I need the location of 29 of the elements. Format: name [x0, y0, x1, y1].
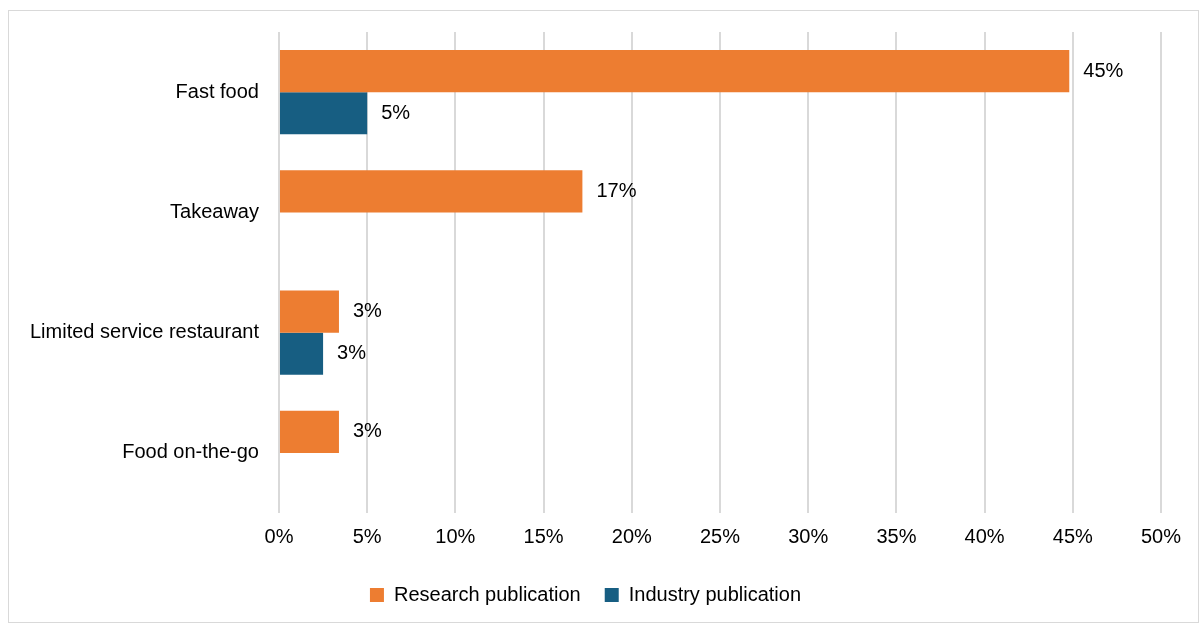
- x-tick-label: 35%: [876, 524, 917, 547]
- bar: [279, 410, 339, 453]
- y-tick-label: Food on-the-go: [122, 440, 259, 463]
- bar: [279, 50, 1070, 93]
- data-label: 17%: [596, 178, 637, 201]
- x-tick-label: 0%: [264, 524, 294, 547]
- data-label: 3%: [352, 419, 383, 442]
- data-label: 3%: [352, 299, 383, 322]
- x-tick-label: 50%: [1140, 524, 1182, 547]
- x-tick-label: 30%: [788, 524, 829, 547]
- legend-label: Research publication: [393, 582, 581, 605]
- x-tick-label: 25%: [699, 524, 741, 547]
- x-tick-label: 15%: [523, 524, 564, 547]
- x-tick-label: 20%: [611, 524, 653, 547]
- x-tick-label: 10%: [435, 524, 476, 547]
- bar: [279, 92, 368, 135]
- y-tick-label: Limited service restaurant: [30, 320, 260, 343]
- data-label: 3%: [337, 341, 367, 364]
- bar: [279, 170, 583, 213]
- x-tick-label: 5%: [352, 524, 382, 547]
- legend-label: Industry publication: [628, 582, 802, 605]
- bar: [279, 290, 339, 333]
- data-label: 5%: [381, 100, 411, 123]
- x-tick-label: 45%: [1052, 524, 1094, 547]
- data-label: 45%: [1083, 58, 1124, 81]
- x-tick-label: 40%: [964, 524, 1005, 547]
- bar: [279, 332, 324, 375]
- y-tick-label: Fast food: [175, 79, 259, 102]
- y-tick-label: Takeaway: [170, 199, 259, 222]
